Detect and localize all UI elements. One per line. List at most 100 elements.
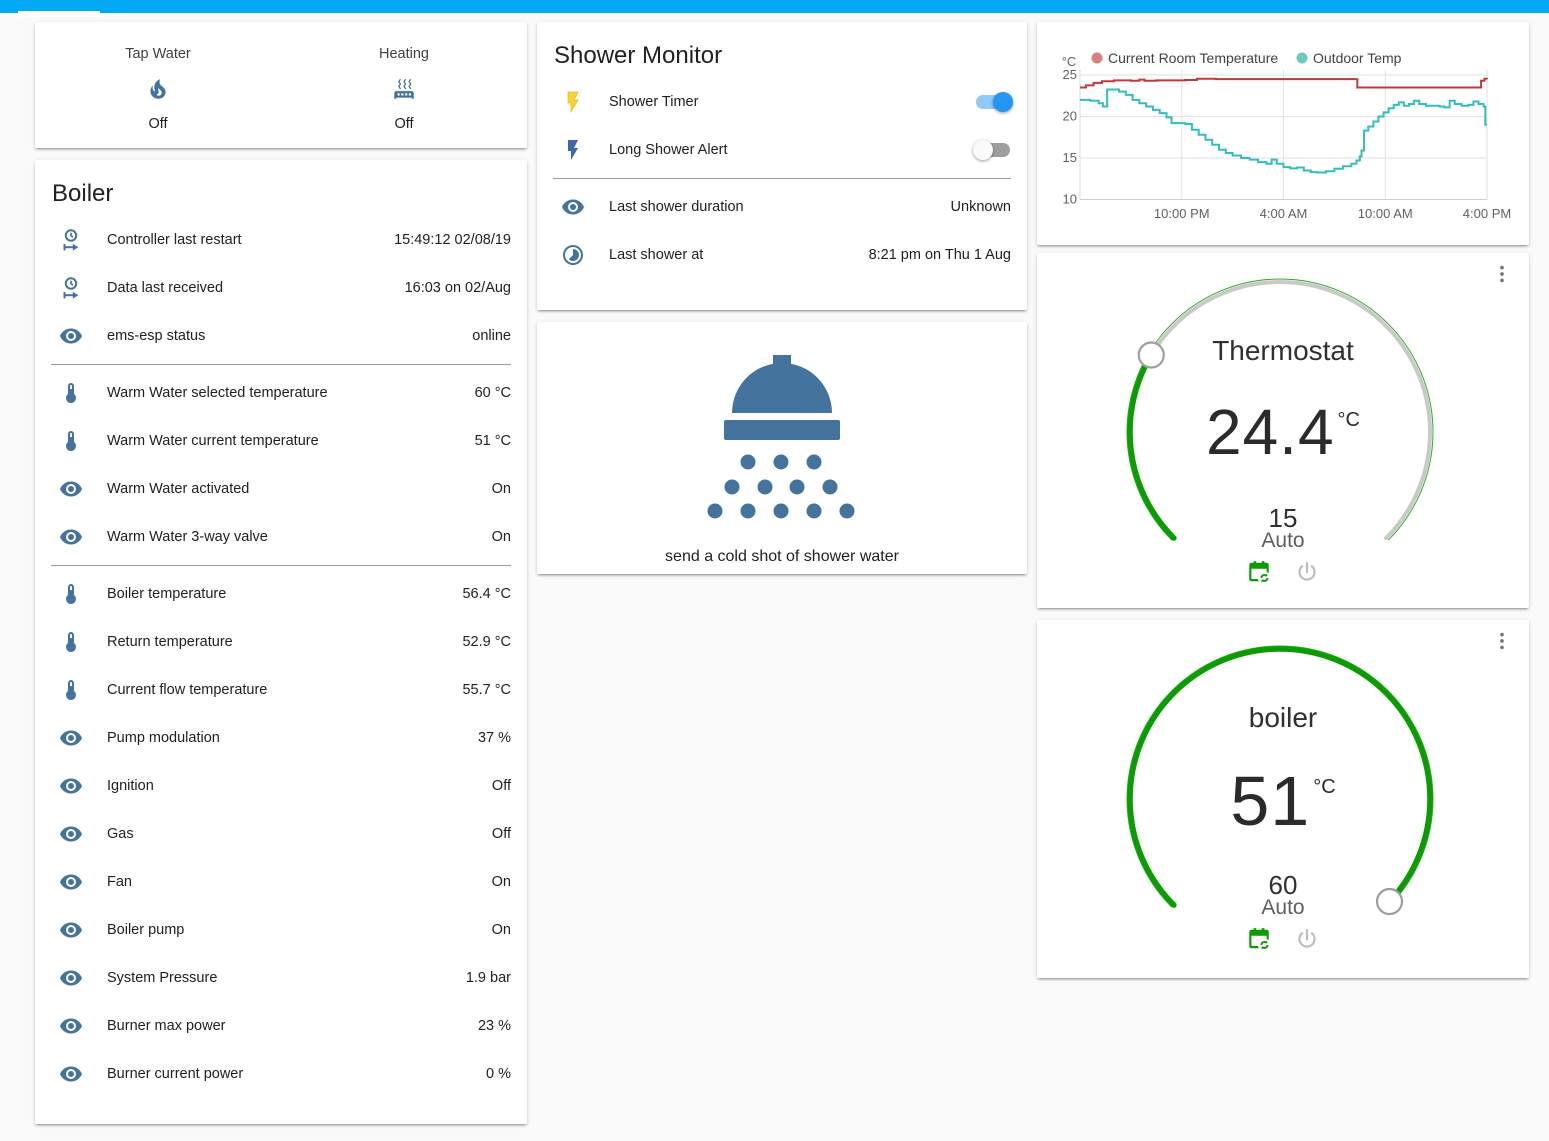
eye-icon <box>59 774 83 798</box>
eye-icon <box>59 822 83 846</box>
entity-row[interactable]: Warm Water activated On <box>35 465 527 513</box>
svg-text:20: 20 <box>1063 109 1077 124</box>
glance-item[interactable]: Tap Water Off <box>35 34 281 148</box>
entity-row[interactable]: Ignition Off <box>35 762 527 810</box>
row-value: 1.9 bar <box>465 970 511 986</box>
entity-row[interactable]: Pump modulation 37 % <box>35 714 527 762</box>
divider <box>51 565 511 566</box>
glance-item[interactable]: Heating Off <box>281 34 527 148</box>
entity-row[interactable]: Last shower at 8:21 pm on Thu 1 Aug <box>537 231 1027 279</box>
glance-state: Off <box>394 116 414 132</box>
gauge-value: 51 <box>1230 762 1311 840</box>
entity-row[interactable]: Boiler pump On <box>35 906 527 954</box>
active-tab-indicator[interactable] <box>18 11 100 17</box>
gauge-setpoint: 60 <box>1268 870 1298 900</box>
entity-row[interactable]: Gas Off <box>35 810 527 858</box>
card-glance: Tap Water Off Heating Off <box>35 22 527 148</box>
eye-icon <box>59 1062 83 1086</box>
calendar-sync-button[interactable] <box>1246 926 1272 952</box>
calendar-sync-button[interactable] <box>1246 559 1272 585</box>
eye-icon <box>59 726 83 750</box>
entity-row[interactable]: Warm Water current temperature 51 °C <box>35 417 527 465</box>
row-label: Current flow temperature <box>107 682 268 698</box>
card-history-chart: °C 25 20 15 10 10:00 PM 4:00 AM 10:00 AM 4:00 PM… <box>1037 22 1529 245</box>
eye-icon <box>59 525 83 549</box>
card-boiler-gauge: boiler 51 °C 60 Auto <box>1037 620 1529 978</box>
entity-row[interactable]: Current flow temperature 55.7 °C <box>35 666 527 714</box>
eye-icon <box>59 477 83 501</box>
thermometer-icon <box>59 582 83 606</box>
power-button[interactable] <box>1294 559 1320 585</box>
eye-icon <box>59 870 83 894</box>
row-value: 15:49:12 02/08/19 <box>394 232 511 248</box>
gauge-arc[interactable] <box>1037 620 1529 978</box>
row-value: 51 °C <box>474 433 511 449</box>
fire-icon <box>145 76 171 102</box>
timelapse-icon <box>561 243 585 267</box>
overflow-menu-button[interactable] <box>1491 630 1515 658</box>
row-label: Warm Water 3-way valve <box>107 529 268 545</box>
card-shower-action[interactable]: send a cold shot of shower water <box>537 322 1027 574</box>
entity-row[interactable]: Controller last restart 15:49:12 02/08/19 <box>35 216 527 264</box>
entity-row[interactable]: Fan On <box>35 858 527 906</box>
row-value: On <box>491 481 511 497</box>
entity-row[interactable]: Data last received 16:03 on 02/Aug <box>35 264 527 312</box>
gauge-arc[interactable] <box>1037 253 1529 608</box>
thermometer-icon <box>59 630 83 654</box>
flash-blue-icon <box>561 138 585 162</box>
entity-row[interactable]: Burner current power 0 % <box>35 1050 527 1098</box>
gauge-handle[interactable] <box>1137 341 1165 369</box>
entity-row[interactable]: Return temperature 52.9 °C <box>35 618 527 666</box>
card-thermostat-gauge: Thermostat 24.4 °C 15 Auto <box>1037 253 1529 608</box>
row-value: Unknown <box>950 199 1011 215</box>
entity-row[interactable]: ems-esp status online <box>35 312 527 360</box>
entity-row[interactable]: System Pressure 1.9 bar <box>35 954 527 1002</box>
row-label: Warm Water selected temperature <box>107 385 328 401</box>
row-label: Warm Water current temperature <box>107 433 319 449</box>
entity-row[interactable]: Burner max power 23 % <box>35 1002 527 1050</box>
row-label: Last shower duration <box>609 199 744 215</box>
row-label: Ignition <box>107 778 154 794</box>
row-label: Controller last restart <box>107 232 242 248</box>
entity-row[interactable]: Last shower duration Unknown <box>537 183 1027 231</box>
toggle-switch[interactable] <box>973 140 1011 160</box>
svg-text:°C: °C <box>1062 54 1077 69</box>
row-label: Fan <box>107 874 132 890</box>
gauge-unit: °C <box>1337 409 1360 431</box>
row-value: 16:03 on 02/Aug <box>404 280 511 296</box>
row-value: 23 % <box>477 1018 511 1034</box>
row-value: 55.7 °C <box>462 682 511 698</box>
row-label: Burner max power <box>107 1018 226 1034</box>
row-label: Pump modulation <box>107 730 220 746</box>
row-value: 0 % <box>486 1066 511 1082</box>
card-shower-monitor: Shower Monitor Shower Timer Long Shower A… <box>537 22 1027 310</box>
power-icon <box>1294 559 1320 585</box>
gauge-value: 24.4 <box>1205 396 1335 468</box>
gauge-title: Thermostat <box>1212 335 1354 366</box>
row-label: Boiler temperature <box>107 586 227 602</box>
card-title: Boiler <box>52 180 114 207</box>
row-value: Off <box>491 826 511 842</box>
row-label: Last shower at <box>609 247 704 263</box>
power-icon <box>1294 926 1320 952</box>
svg-text:25: 25 <box>1063 67 1077 82</box>
power-button[interactable] <box>1294 926 1320 952</box>
shower-head-icon <box>537 322 1027 552</box>
glance-label: Tap Water <box>125 46 191 62</box>
row-value: 52.9 °C <box>462 634 511 650</box>
thermometer-icon <box>59 678 83 702</box>
row-value: 56.4 °C <box>462 586 511 602</box>
row-label: Long Shower Alert <box>609 142 728 158</box>
entity-row[interactable]: Warm Water selected temperature 60 °C <box>35 369 527 417</box>
row-value: 8:21 pm on Thu 1 Aug <box>868 247 1011 263</box>
dots-vertical-icon <box>1491 630 1513 652</box>
gauge-setpoint: 15 <box>1268 503 1298 533</box>
entity-row[interactable]: Warm Water 3-way valve On <box>35 513 527 561</box>
entity-row[interactable]: Boiler temperature 56.4 °C <box>35 570 527 618</box>
toggle-row: Shower Timer <box>537 78 1027 126</box>
divider <box>51 364 511 365</box>
toggle-switch[interactable] <box>975 92 1013 112</box>
gauge-unit: °C <box>1313 776 1336 798</box>
gauge-handle[interactable] <box>1375 887 1404 916</box>
overflow-menu-button[interactable] <box>1491 263 1515 291</box>
